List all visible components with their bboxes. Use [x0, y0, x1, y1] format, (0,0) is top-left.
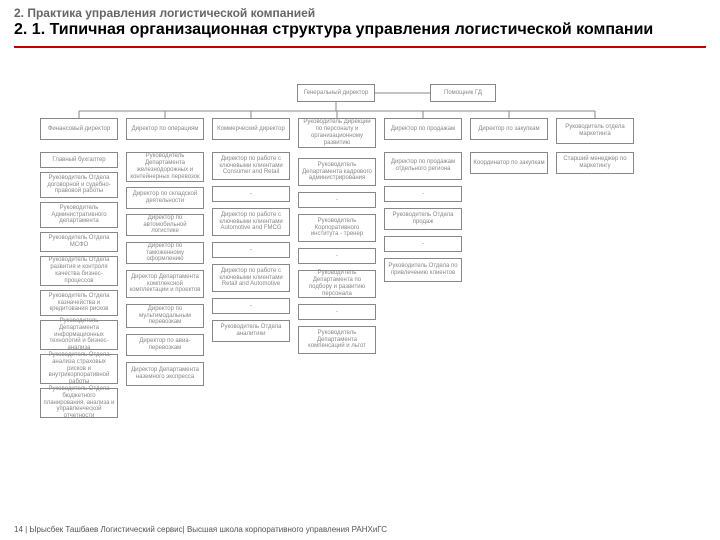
org-node-c4: Директор по продажам [384, 118, 462, 140]
org-node-g0: Координатор по закупкам [470, 152, 548, 174]
org-node-e6: Руководитель Департамента компенсаций и … [298, 326, 376, 354]
slide-header: 2. Практика управления логистической ком… [0, 0, 720, 44]
org-chart: Генеральный директор Помощник ГД Финансовы… [40, 84, 680, 504]
slide-footer: 14 | Ырысбек Ташбаев Логистический серви… [14, 525, 387, 534]
chapter-title: 2. Практика управления логистической ком… [14, 6, 706, 20]
org-node-c5: Директор по закупкам [470, 118, 548, 140]
red-divider [14, 46, 706, 48]
org-node-e5: - [298, 304, 376, 320]
org-node-d2: Директор по работе с ключевыми клиентами… [212, 208, 290, 236]
org-node-b6: Директор по авиа-перевозкам [126, 334, 204, 356]
org-node-b7: Директор Департамента наземного экспресс… [126, 362, 204, 386]
org-node-c1: Директор по операциям [126, 118, 204, 140]
org-node-b0: Руководитель Департамента железнодорожны… [126, 152, 204, 182]
org-node-e1: - [298, 192, 376, 208]
section-title: 2. 1. Типичная организационная структура… [14, 20, 706, 40]
org-node-h0: Старший менеджер по маркетингу [556, 152, 634, 174]
org-node-a0: Главный бухгалтер [40, 152, 118, 168]
org-node-b1: Директор по складской деятельности [126, 187, 204, 209]
org-node-f2: Руководитель Отдела продаж [384, 208, 462, 230]
org-node-c2: Коммерческий директор [212, 118, 290, 140]
org-node-a8: Руководитель Отдела бюджетного планирова… [40, 388, 118, 418]
org-node-a2: Руководитель Административного департаме… [40, 202, 118, 228]
org-node-d0: Директор по работе с ключевыми клиентами… [212, 152, 290, 180]
org-node-c6: Руководитель отдела маркетинга [556, 118, 634, 144]
org-node-pgd: Помощник ГД [430, 84, 496, 102]
org-node-d1: - [212, 186, 290, 202]
org-node-d6: Руководитель Отдела аналитики [212, 320, 290, 342]
org-node-gd: Генеральный директор [297, 84, 375, 102]
org-node-d3: - [212, 242, 290, 258]
org-node-c3: Руководитель Дирекции по персоналу и орг… [298, 118, 376, 148]
org-node-f1: - [384, 186, 462, 202]
org-node-e0: Руководитель Департамента кадрового адми… [298, 158, 376, 186]
org-node-a3: Руководитель Отдела МСФО [40, 232, 118, 252]
org-node-f4: Руководитель Отдела по привлечению клиен… [384, 258, 462, 282]
org-node-e4: Руководитель Департамента по подбору и р… [298, 270, 376, 298]
org-node-e2: Руководитель Корпоративного института - … [298, 214, 376, 242]
org-node-f3: - [384, 236, 462, 252]
org-node-a1: Руководитель Отдела договорной и судебно… [40, 172, 118, 198]
org-node-a5: Руководитель Отдела казначейства и креди… [40, 290, 118, 316]
org-node-d5: - [212, 298, 290, 314]
org-node-c0: Финансовый директор [40, 118, 118, 140]
org-node-b5: Директор по мультимодальным перевозкам [126, 304, 204, 328]
org-node-a6: Руководитель Департамента информационных… [40, 320, 118, 350]
org-node-e3: - [298, 248, 376, 264]
org-node-b4: Директор Департамента комплексной компле… [126, 270, 204, 298]
org-node-b2: Директор по автомобильной логистике [126, 214, 204, 236]
org-node-b3: Директор по таможенному оформлению [126, 242, 204, 264]
org-node-d4: Директор по работе с ключевыми клиентами… [212, 264, 290, 292]
org-node-f0: Директор по продажам отдельного региона [384, 152, 462, 180]
org-node-a7: Руководитель Отдела анализа страховых ри… [40, 354, 118, 384]
org-node-a4: Руководитель Отдела развития и контроля … [40, 256, 118, 286]
